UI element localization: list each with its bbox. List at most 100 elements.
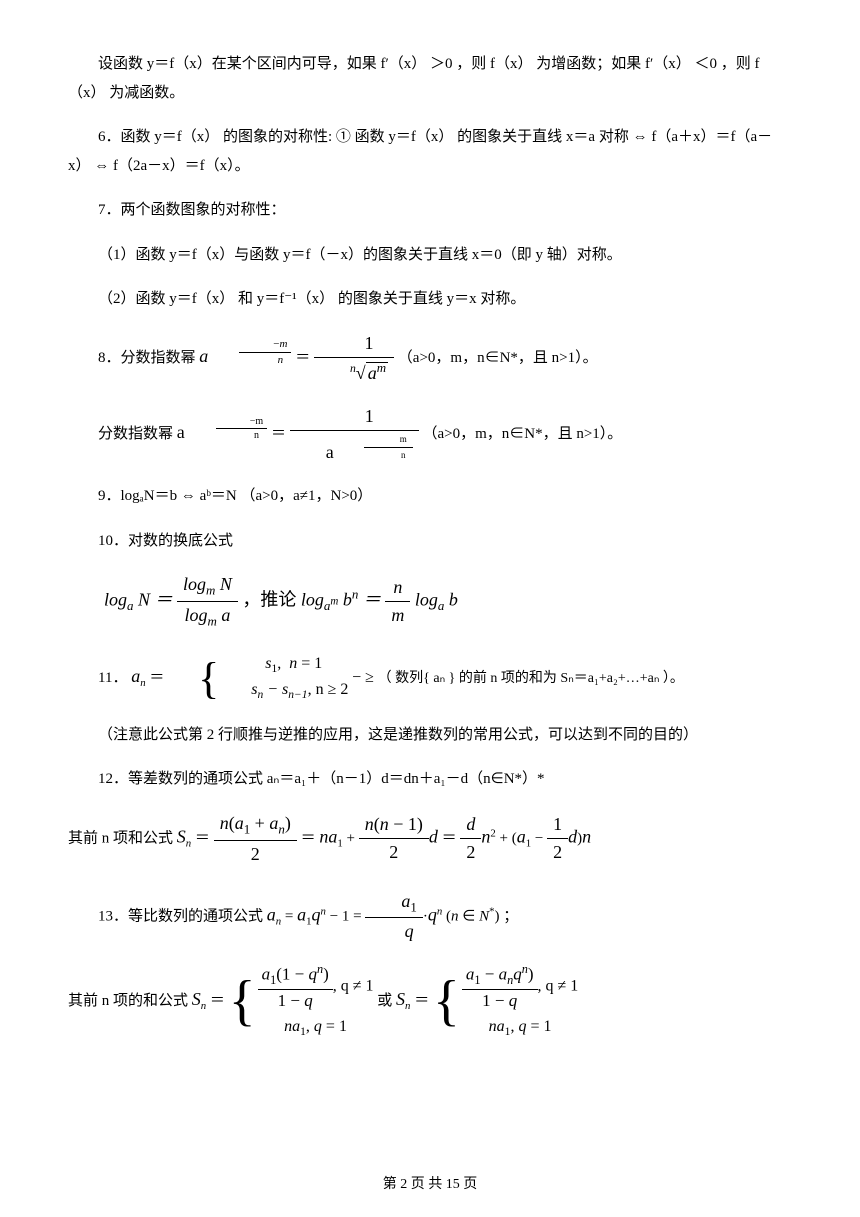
eq: ＝ [271,426,286,442]
frac3: d 2 [460,811,481,866]
Sn: n [201,1000,206,1012]
frac4: 1 2 [547,811,568,866]
n-base: m [206,583,215,598]
r-log: log [301,590,324,610]
radicand-base: a [368,363,377,383]
n-arg: N [215,574,232,594]
lead: 13．等比数列的通项公式 [98,908,263,924]
item-11: 11． an ＝ { s1, n = 1 sn − sn−1, n ≥ 2 − … [68,652,792,705]
tail: （ 数列{ aₙ } 的前 n 项的和为 Sₙ＝a₁+a₂+…+aₙ ）。 [378,671,684,686]
plus1: + [346,830,358,846]
Sn: n [186,837,191,849]
r-arg: b [338,590,352,610]
frac-a1q: a1 q [365,888,422,946]
d1: d [429,826,438,846]
cB1cond: , q ≠ 1 [538,977,579,994]
text: 12．等差数列的通项公式 aₙ＝a₁＋（n－1）d＝dn＋a₁－d（n∈N*）* [98,771,545,787]
exp-num: m [255,416,263,427]
text: （1）函数 y＝f（x）与函数 y＝f（－x）的图象关于直线 x＝0（即 y 轴… [98,247,622,263]
S: S [192,989,201,1009]
r2-tail: , n ≥ 2 [308,681,349,698]
eq: ＝ [149,670,168,686]
or: 或 [377,993,396,1009]
numerator: 1 [290,403,419,431]
cases-A: { a1(1 − qn) 1 − q , q ≠ 1 na1, q = 1 [229,962,374,1041]
eq2: ＝ [414,993,433,1009]
denominator: n√am [314,358,394,387]
item-8-line2: 分数指数幂 a−mn ＝ 1 amn （a>0，m，n∈N*，且 n>1）。 [68,403,792,467]
d-log: log [185,605,208,625]
S2: S [396,989,405,1009]
text: 6．函数 y＝f（x） 的图象的对称性: ① 函数 y＝f（x） 的图象关于直线… [68,129,772,174]
text: 9．logₐN＝b ⇔ aᵇ＝N （a>0，a≠1，N>0） [98,488,372,504]
exp-num: m [279,338,287,350]
item-13-head: 13．等比数列的通项公式 an = a1qn − 1 = a1 q ·qn (n… [68,888,792,946]
eq: ＝ [295,350,310,366]
Sn2: n [405,1000,410,1012]
f1d: 2 [214,841,297,868]
item-9: 9．logₐN＝b ⇔ aᵇ＝N （a>0，a≠1，N>0） [68,482,792,511]
lead: 11． [98,670,127,686]
f2d: 2 [359,839,429,866]
item-7-head: 7．两个函数图象的对称性： [68,196,792,225]
corollary-label: ，推论 [242,590,301,610]
eq: ＝ [210,993,229,1009]
frac1: n(a1 + an) 2 [214,810,297,868]
text: （2）函数 y＝f（x） 和 y＝f⁻¹（x） 的图象关于直线 y＝x 对称。 [98,291,525,307]
item-12-sum: 其前 n 项和公式 Sn ＝ n(a1 + an) 2 ＝ na1 + n(n … [68,810,792,868]
text: 设函数 y＝f（x）在某个区间内可导，如果 f′（x） ＞0 ，则 f（x） 为… [68,56,760,101]
t-arg: b [444,590,458,610]
piecewise: { s1, n = 1 sn − sn−1, n ≥ 2 [168,652,348,705]
f1n-n: n [220,813,229,833]
item-8-line1: 8．分数指数幂 a−mn ＝ 1 n√am （a>0，m，n∈N*，且 n>1）… [68,330,792,387]
item-13-sum: 其前 n 项的和公式 Sn ＝ { a1(1 − qn) 1 − q , q ≠… [68,962,792,1041]
f4d: 2 [547,839,568,866]
exp-den: n [278,354,284,366]
radicand-exp: m [377,360,386,375]
tail: （a>0，m，n∈N*，且 n>1）。 [398,350,598,366]
numerator: 1 [314,330,394,358]
fraction-main: logm N logm a [177,571,238,631]
d-arg: a [217,605,231,625]
an-sub: n [140,677,145,689]
c1cond: , q ≠ 1 [333,977,374,994]
S: S [177,826,186,846]
n-log: log [183,574,206,594]
note-text: （注意此公式第 2 行顺推与逆推的应用，这是递推数列的常用公式，可以达到不同的目… [98,727,698,743]
base-a: a [177,422,185,442]
item-7-sub2: （2）函数 y＝f（x） 和 y＝f⁻¹（x） 的图象关于直线 y＝x 对称。 [68,285,792,314]
base-a: a [199,346,208,366]
an-base: a [131,666,140,686]
eq2: ＝ [301,830,320,846]
lead: 分数指数幂 [98,426,173,442]
dash-ge: − ≥ [352,669,374,686]
f4n: 1 [547,811,568,839]
item-12-head: 12．等差数列的通项公式 aₙ＝a₁＋（n－1）d＝dn＋a₁－d（n∈N*）* [68,765,792,794]
lead: 其前 n 项的和公式 [68,993,188,1009]
tail: （a>0，m，n∈N*，且 n>1）。 [422,426,622,442]
eq3: ＝ [442,830,461,846]
r-eq: ＝ [363,590,386,610]
d-base: m [208,614,217,629]
exp-den: n [254,430,259,441]
item-11-note: （注意此公式第 2 行顺推与逆推的应用，这是递推数列的常用公式，可以达到不同的目… [68,721,792,750]
page-footer: 第 2 页 共 15 页 [0,1172,860,1199]
nm-den: m [385,602,410,629]
eq1: ＝ [195,830,214,846]
lead: 其前 n 项和公式 [68,830,173,846]
t-log: log [415,590,438,610]
fraction: 1 amn [290,403,419,467]
para-derivative-monotone: 设函数 y＝f（x）在某个区间内可导，如果 f′（x） ＞0 ，则 f（x） 为… [68,50,792,107]
fraction: 1 n√am [314,330,394,387]
log: log [104,590,127,610]
denominator: amn [290,431,419,466]
f3d: 2 [460,839,481,866]
fraction-nm: n m [385,574,410,629]
r2-sn1: n−1 [288,690,307,702]
cases-B: { a1 − anqn) 1 − q , q ≠ 1 na1, q = 1 [433,962,578,1041]
item-7-sub1: （1）函数 y＝f（x）与函数 y＝f（－x）的图象关于直线 x＝0（即 y 轴… [68,241,792,270]
lead: 8．分数指数幂 [98,350,196,366]
frac2: n(n − 1) 2 [359,811,429,866]
r2-minus: − s [263,681,288,698]
f-total: 15 [446,1177,460,1192]
